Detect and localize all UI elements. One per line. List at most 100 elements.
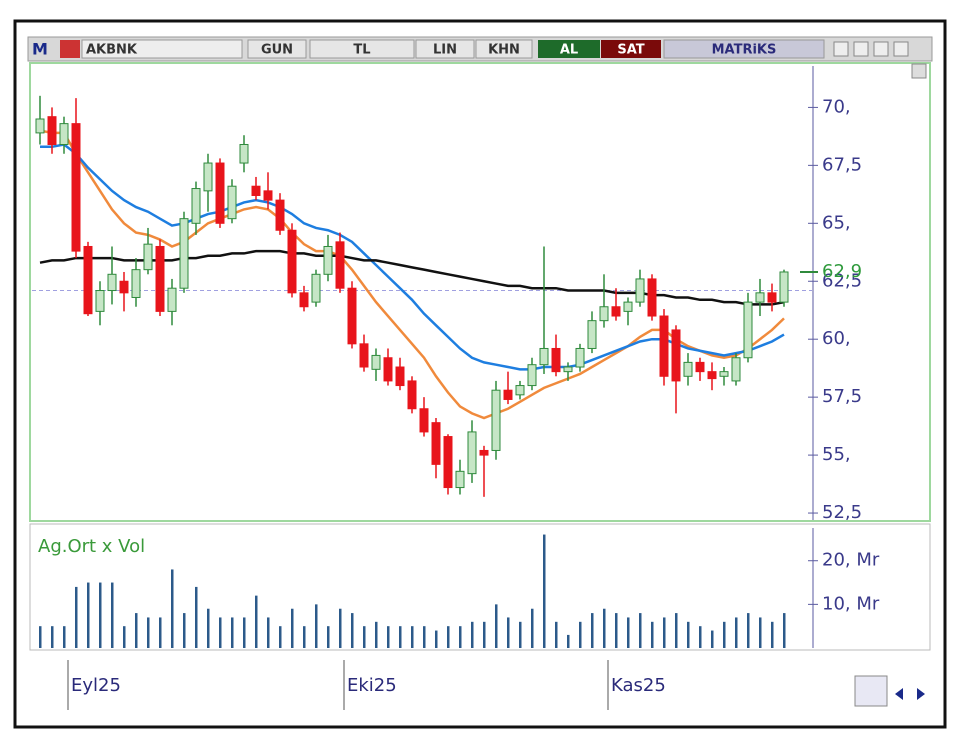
candle-body: [431, 422, 441, 465]
toolbar-button[interactable]: [309, 39, 415, 59]
volume-bar: [447, 626, 450, 648]
volume-bar: [531, 608, 534, 648]
volume-bar: [363, 626, 366, 648]
window-button[interactable]: [833, 41, 849, 57]
candle-body: [155, 245, 165, 312]
volume-bar: [579, 621, 582, 648]
toolbar-button[interactable]: [475, 39, 533, 59]
toolbar-button-label: LIN: [433, 43, 457, 58]
candle-body: [347, 287, 357, 345]
volume-bar: [219, 617, 222, 648]
sell-button[interactable]: [601, 40, 661, 58]
refresh-button[interactable]: [854, 675, 888, 707]
volume-bar: [87, 582, 90, 648]
y-tick-label: 60,: [822, 328, 851, 349]
symbol-icon: [60, 40, 80, 58]
volume-bar: [147, 617, 150, 648]
candle-body: [707, 371, 717, 380]
brand: MATRiKS: [712, 43, 777, 58]
last-price-label: 62,9: [822, 261, 862, 282]
candle-body: [167, 287, 177, 312]
candle-body: [503, 389, 513, 400]
candle-body: [527, 364, 537, 387]
volume-bar: [627, 617, 630, 648]
volume-bar: [243, 617, 246, 648]
candle-body: [515, 385, 525, 396]
y-tick-label: 67,5: [822, 154, 862, 175]
volume-bar: [267, 617, 270, 648]
candle-body: [539, 347, 549, 366]
volume-bar: [183, 613, 186, 648]
y-tick-label: 65,: [822, 212, 851, 233]
volume-bar: [303, 626, 306, 648]
toolbar-button[interactable]: [247, 39, 307, 59]
candle-body: [671, 329, 681, 382]
window-button[interactable]: [873, 41, 889, 57]
panel-button[interactable]: [911, 63, 927, 79]
candle-body: [227, 185, 237, 220]
candle-body: [263, 190, 273, 201]
volume-bar: [51, 626, 54, 648]
volume-bar: [63, 626, 66, 648]
candle-body: [455, 470, 465, 489]
toolbar-button-label: GUN: [261, 43, 293, 58]
window-button[interactable]: [893, 41, 909, 57]
candle-body: [467, 431, 477, 475]
volume-bar: [507, 617, 510, 648]
candle-body: [767, 292, 777, 303]
scroll-arrows[interactable]: [895, 688, 925, 700]
volume-bar: [279, 626, 282, 648]
candle-body: [311, 273, 321, 303]
volume-bar: [375, 621, 378, 648]
y-tick-label: 52,5: [822, 502, 862, 523]
candle-body: [683, 361, 693, 377]
volume-bar: [519, 621, 522, 648]
volume-bar: [699, 626, 702, 648]
candle-body: [623, 301, 633, 312]
volume-bar: [99, 582, 102, 648]
candle-body: [731, 357, 741, 382]
x-tick-label: Kas25: [611, 675, 666, 696]
volume-bar: [747, 613, 750, 648]
candle-body: [419, 408, 429, 433]
symbol-box[interactable]: [81, 39, 243, 59]
candle-body: [719, 371, 729, 377]
toolbar-button[interactable]: [415, 39, 475, 59]
volume-panel: [29, 523, 931, 651]
volume-bar: [423, 626, 426, 648]
y-tick-label: 70,: [822, 96, 851, 117]
volume-bar: [555, 621, 558, 648]
candle-body: [395, 366, 405, 387]
volume-bar: [315, 604, 318, 648]
volume-bar: [399, 626, 402, 648]
candle-body: [491, 389, 501, 451]
candle-body: [599, 306, 609, 322]
volume-bar: [783, 613, 786, 648]
candle-body: [479, 449, 489, 456]
y-tick-label: 55,: [822, 444, 851, 465]
volume-bar: [591, 613, 594, 648]
volume-bar: [663, 617, 666, 648]
candle-body: [35, 118, 45, 134]
candle-body: [383, 357, 393, 382]
volume-bar: [255, 595, 258, 648]
buy-button[interactable]: [538, 40, 600, 58]
candle-body: [95, 290, 105, 312]
buy-label: AL: [560, 43, 578, 58]
volume-bar: [459, 626, 462, 648]
candle-body: [287, 229, 297, 294]
volume-label: Ag.Ort x Vol: [38, 536, 145, 557]
candle-body: [587, 320, 597, 349]
volume-bar: [603, 608, 606, 648]
volume-bar: [135, 613, 138, 648]
candle-body: [635, 278, 645, 303]
candle-body: [299, 292, 309, 308]
volume-bar: [723, 621, 726, 648]
volume-bar: [351, 613, 354, 648]
volume-bar: [567, 634, 570, 648]
candle-body: [251, 185, 261, 196]
candle-body: [755, 292, 765, 303]
candle-body: [275, 199, 285, 231]
window-button[interactable]: [853, 41, 869, 57]
